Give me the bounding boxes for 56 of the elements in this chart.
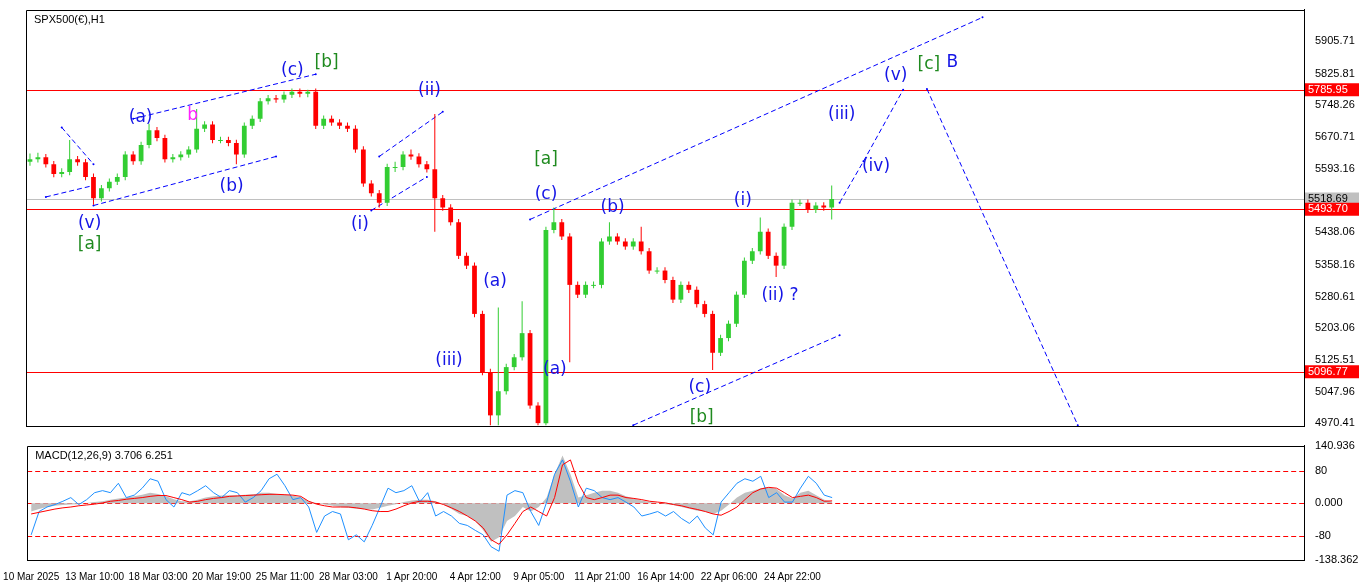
y-tick-label: 5593.16	[1315, 161, 1355, 174]
annotation: (ii) ?	[761, 284, 799, 305]
y-tick-label: 5825.81	[1315, 66, 1355, 79]
ref-line-label: 5096.77	[1308, 364, 1348, 377]
x-tick-label: 9 Apr 05:00	[513, 570, 565, 582]
x-tick-label: 16 Apr 14:00	[637, 570, 695, 582]
x-tick-label: 20 Mar 19:00	[192, 570, 252, 582]
y-tick-label: 5905.71	[1315, 33, 1355, 46]
chart-title: MACD(12,26,9) 3.706 6.251	[35, 449, 173, 462]
x-tick-label: 18 Mar 03:00	[128, 570, 188, 582]
annotation: (i)	[733, 189, 752, 210]
x-tick-label: 4 Apr 12:00	[449, 570, 502, 582]
y-tick-label: 140.936	[1315, 438, 1355, 451]
ref-line-label: 5493.70	[1308, 202, 1348, 215]
annotation: (c)	[534, 183, 558, 204]
annotation: [a]	[534, 147, 558, 168]
y-tick-label: 5748.26	[1315, 98, 1355, 111]
annotation: (v)	[884, 63, 908, 84]
annotation: (c)	[688, 375, 712, 396]
annotation: (iii)	[435, 348, 463, 369]
ref-line-label: 5518.69	[1308, 192, 1348, 205]
annotation: (v)	[77, 211, 102, 232]
annotation: [a]	[77, 232, 102, 253]
ref-line-label: 5785.95	[1308, 82, 1348, 95]
annotation: [c]	[917, 52, 941, 73]
annotation: [b]	[689, 406, 714, 427]
y-tick-label: 5203.06	[1315, 321, 1355, 334]
annotation: B	[946, 51, 959, 72]
x-tick-label: 25 Mar 11:00	[255, 570, 315, 582]
y-tick-label: 80	[1315, 463, 1328, 476]
annotation: (i)	[350, 213, 369, 234]
annotation: (iv)	[861, 154, 891, 175]
chart-title: SPX500(€),H1	[34, 13, 105, 26]
y-tick-label: -80	[1315, 529, 1331, 542]
x-tick-label: 24 Apr 22:00	[764, 570, 822, 582]
y-tick-label: 5125.51	[1315, 352, 1355, 365]
x-tick-label: 28 Mar 03:00	[318, 570, 379, 582]
x-tick-label: 1 Apr 20:00	[386, 570, 438, 582]
y-tick-label: 5438.06	[1315, 225, 1355, 238]
y-tick-label: 0.000	[1315, 496, 1343, 509]
x-tick-label: 10 Mar 2025	[3, 570, 60, 582]
y-tick-label: 5670.71	[1315, 129, 1355, 142]
y-tick-label: 4970.41	[1315, 416, 1355, 429]
annotation: (a)	[128, 106, 153, 127]
annotation: (a)	[483, 270, 507, 291]
y-tick-label: 5358.16	[1315, 257, 1355, 270]
annotation: (iii)	[828, 102, 856, 123]
y-tick-label: 5047.96	[1315, 384, 1355, 397]
x-tick-label: 11 Apr 21:00	[574, 570, 631, 582]
x-tick-label: 13 Mar 10:00	[65, 570, 125, 582]
annotation: (c)	[281, 58, 304, 79]
y-tick-label: -138.362	[1315, 553, 1359, 566]
x-tick-label: 22 Apr 06:00	[700, 570, 758, 582]
annotation: [b]	[314, 51, 339, 72]
annotation: (b)	[219, 174, 244, 195]
y-tick-label: 5280.61	[1315, 289, 1355, 302]
